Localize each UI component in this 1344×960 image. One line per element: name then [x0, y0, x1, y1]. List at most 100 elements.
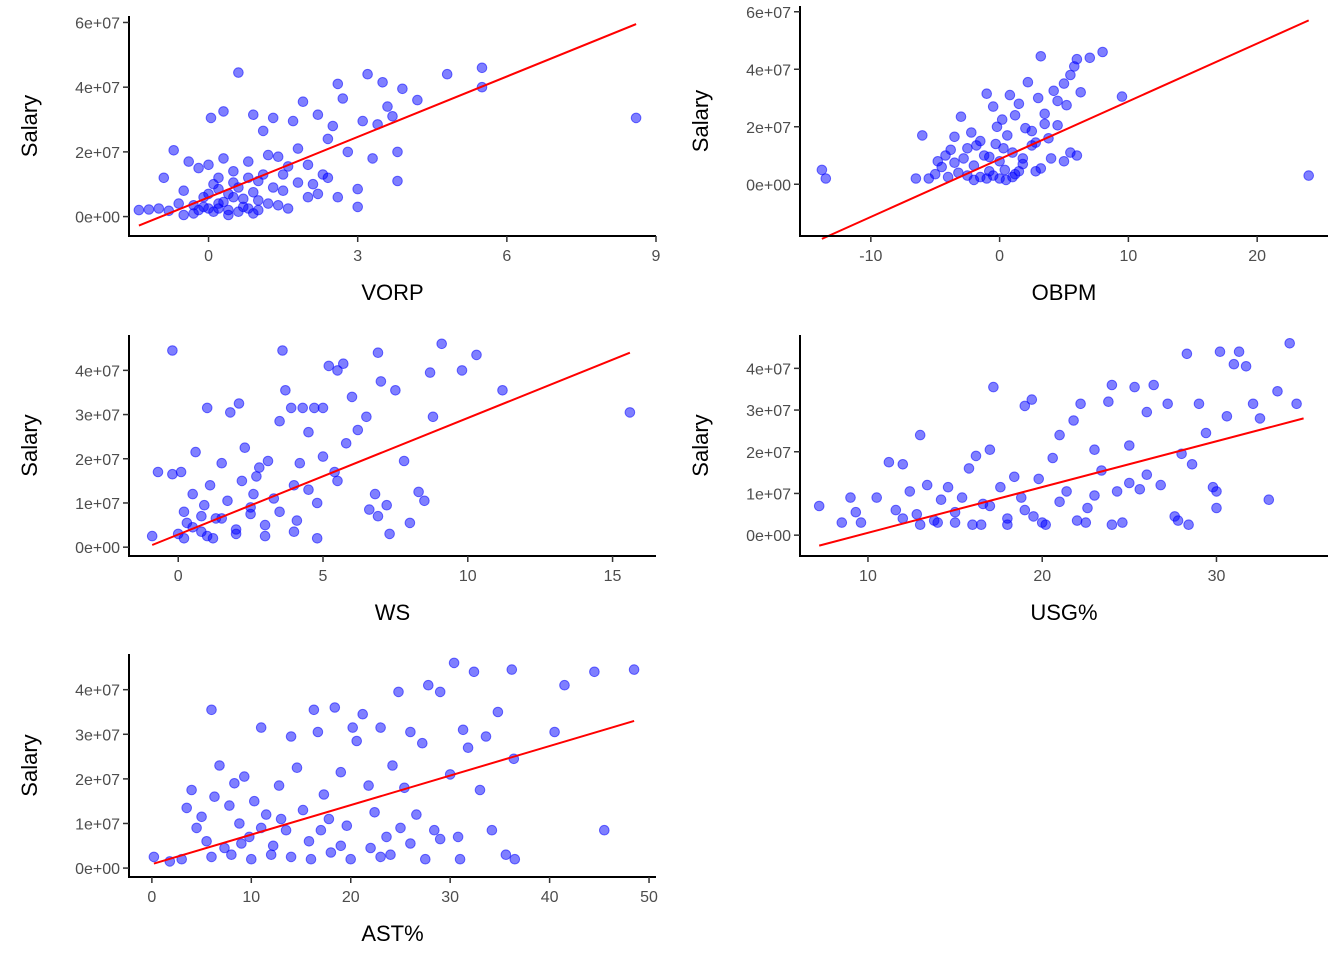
scatter-point	[988, 381, 999, 393]
scatter-point	[1002, 519, 1013, 531]
scatter-point	[816, 164, 828, 176]
scatter-point	[1045, 153, 1057, 164]
scatter-point	[471, 349, 482, 361]
scatter-point	[392, 146, 403, 158]
scatter-point	[1214, 346, 1226, 358]
scatter-point	[1111, 486, 1123, 497]
scatter-point	[1065, 69, 1076, 81]
scatter-point	[1002, 130, 1013, 141]
ws-points	[146, 338, 636, 544]
scatter-point	[850, 506, 862, 518]
panel-vorp: 0 3 6 9 0e+00 2e+07 4e+07 6e+07 VORP Salary	[17, 15, 661, 305]
scatter-point	[1036, 517, 1048, 528]
scatter-point	[1004, 89, 1016, 101]
scatter-point	[351, 735, 363, 747]
scatter-point	[187, 488, 198, 500]
panel-usg: 10 20 30 0e+00 1e+07 2e+07 3e+07 4e+07 USG% Salar…	[688, 335, 1328, 625]
scatter-point	[382, 101, 393, 112]
x-tick-label: 0	[147, 889, 156, 906]
scatter-point	[1148, 379, 1159, 391]
scatter-point	[218, 153, 229, 164]
scatter-point	[309, 402, 320, 414]
scatter-point	[236, 838, 247, 849]
scatter-point	[233, 398, 245, 409]
scatter-point	[395, 822, 406, 834]
scatter-point	[303, 484, 314, 496]
scatter-point	[917, 130, 928, 141]
scatter-point	[207, 533, 219, 544]
scatter-point	[143, 204, 155, 215]
scatter-point	[362, 68, 373, 80]
scatter-point	[1058, 78, 1070, 89]
scatter-point	[1019, 400, 1031, 412]
scatter-point	[457, 724, 469, 736]
scatter-point	[181, 802, 192, 814]
scatter-point	[260, 809, 272, 820]
scatter-point	[966, 127, 977, 138]
vorp-points	[133, 62, 642, 221]
scatter-point	[191, 822, 202, 834]
scatter-point	[1181, 348, 1193, 360]
scatter-point	[365, 842, 376, 854]
scatter-point	[203, 159, 214, 171]
scatter-point	[322, 172, 334, 184]
scatter-point	[291, 762, 303, 774]
scatter-point	[975, 519, 987, 531]
scatter-point	[390, 385, 401, 396]
scatter-point	[387, 760, 398, 771]
scatter-point	[297, 804, 309, 816]
obpm-fit-line	[821, 19, 1310, 240]
scatter-point	[318, 789, 330, 800]
scatter-point	[456, 365, 468, 376]
y-tick-label: 1e+07	[75, 816, 120, 833]
y-tick-label: 2e+07	[75, 452, 120, 469]
scatter-point	[1080, 517, 1092, 528]
scatter-point	[178, 185, 189, 196]
scatter-point	[291, 515, 303, 526]
scatter-point	[311, 497, 323, 509]
scatter-point	[218, 196, 229, 208]
scatter-point	[285, 731, 297, 742]
scatter-point	[1028, 511, 1039, 522]
scatter-point	[153, 203, 165, 214]
scatter-point	[549, 726, 560, 738]
scatter-point	[239, 771, 250, 782]
scatter-point	[387, 111, 398, 122]
scatter-point	[323, 360, 335, 372]
scatter-point	[255, 722, 267, 733]
usg-pct-x-axis-title: USG%	[1030, 600, 1097, 625]
scatter-point	[836, 517, 848, 528]
scatter-point	[932, 517, 944, 528]
scatter-point	[352, 424, 364, 436]
scatter-point	[209, 791, 220, 803]
usg-pct-fit-line	[818, 417, 1304, 547]
scatter-point	[248, 488, 259, 500]
scatter-point	[1022, 76, 1034, 88]
scatter-point	[436, 338, 448, 350]
scatter-point	[272, 200, 284, 211]
scatter-point	[1106, 519, 1118, 531]
scatter-point	[486, 824, 498, 836]
scatter-point	[329, 702, 341, 713]
scatter-point	[1035, 163, 1047, 174]
x-tick-label: -10	[859, 248, 882, 265]
scatter-point	[1054, 496, 1065, 508]
scatter-point	[297, 402, 309, 414]
scatter-point	[441, 68, 453, 80]
scatter-point	[949, 517, 961, 528]
scatter-point	[190, 446, 201, 458]
scatter-point	[420, 853, 431, 865]
scatter-point	[225, 407, 236, 418]
x-tick-label: 20	[1248, 248, 1266, 265]
scatter-point	[987, 170, 999, 181]
scatter-point	[599, 824, 610, 836]
scatter-point	[196, 510, 207, 522]
scatter-point	[340, 438, 352, 449]
scatter-point	[897, 459, 909, 470]
scatter-point	[967, 519, 978, 531]
scatter-point	[1247, 398, 1259, 410]
scatter-point	[845, 492, 856, 503]
scatter-point	[315, 824, 327, 836]
scatter-point	[248, 109, 259, 120]
